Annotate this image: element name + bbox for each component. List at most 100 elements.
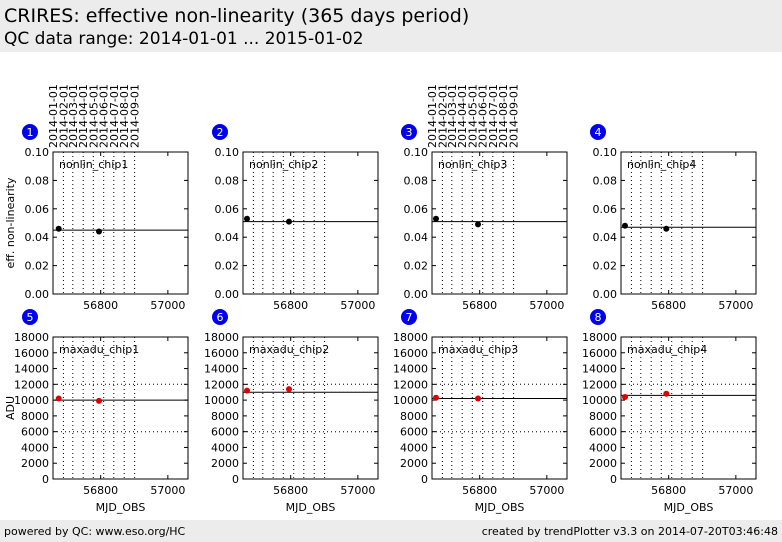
x-tick-label: 57000 (529, 299, 564, 312)
y-tick-label: 18000 (582, 331, 617, 344)
y-tick-label: 18000 (204, 331, 239, 344)
data-point (286, 218, 292, 225)
panel-number: 2 (217, 126, 224, 139)
date-label: 2014-08-01 (497, 84, 510, 148)
y-tick-label: 10000 (582, 394, 617, 407)
x-tick-label: 57000 (529, 484, 564, 497)
y-tick-label: 0.02 (25, 260, 50, 273)
panel-number-badge (22, 309, 38, 325)
y-tick-label: 0.04 (25, 231, 50, 244)
y-tick-label: 6000 (211, 426, 239, 439)
y-tick-label: 12000 (204, 378, 239, 391)
x-tick-label: 56800 (273, 299, 308, 312)
panel-number-badge (401, 124, 417, 140)
y-tick-label: 10000 (14, 394, 49, 407)
date-label: 2014-01-01 (426, 84, 439, 148)
x-tick-label: 56800 (462, 299, 497, 312)
data-point (286, 386, 292, 393)
y-tick-label: 16000 (14, 347, 49, 360)
y-tick-label: 14000 (393, 363, 428, 376)
date-label: 2014-08-01 (118, 84, 131, 148)
x-tick-label: 57000 (718, 484, 753, 497)
y-tick-label: 8000 (21, 410, 49, 423)
x-tick-label: 56800 (83, 299, 118, 312)
y-tick-label: 12000 (14, 378, 49, 391)
y-tick-label: 10000 (393, 394, 428, 407)
y-tick-label: 16000 (393, 347, 428, 360)
y-tick-label: 0.00 (25, 288, 50, 301)
x-tick-label: 57000 (340, 299, 375, 312)
x-tick-label: 57000 (150, 484, 185, 497)
y-tick-label: 2000 (211, 457, 239, 470)
x-axis-label: MJD_OBS (664, 501, 714, 514)
data-point (96, 228, 102, 235)
plot-frame (52, 151, 189, 295)
y-tick-label: 0.06 (404, 203, 429, 216)
y-tick-label: 16000 (582, 347, 617, 360)
panel-number-badge (590, 309, 606, 325)
date-label: 2014-04-01 (456, 84, 469, 148)
panel-number-badge (212, 309, 228, 325)
y-tick-label: 0 (421, 473, 428, 486)
y-tick-label: 8000 (589, 410, 617, 423)
data-point (433, 394, 439, 401)
panel-number-badge (401, 309, 417, 325)
date-label: 2014-07-01 (487, 84, 500, 148)
data-point (55, 225, 62, 232)
footer-powered-by: powered by QC: www.eso.org/HC (4, 525, 186, 538)
panel-label: maxadu_chip1 (59, 343, 139, 356)
y-tick-label: 0.08 (215, 174, 240, 187)
y-tick-label: 6000 (400, 426, 428, 439)
y-tick-label: 4000 (211, 441, 239, 454)
y-tick-label: 0.08 (404, 174, 429, 187)
y-tick-label: 18000 (393, 331, 428, 344)
panel-number-badge (590, 124, 606, 140)
y-tick-label: 0.04 (404, 231, 429, 244)
y-tick-label: 0.00 (593, 288, 618, 301)
y-tick-label: 0.08 (25, 174, 50, 187)
date-label: 2014-09-01 (508, 84, 521, 148)
x-tick-label: 56800 (462, 484, 497, 497)
y-tick-label: 0.10 (25, 146, 50, 159)
data-point (244, 387, 250, 394)
date-label: 2014-06-01 (98, 84, 111, 148)
y-tick-label: 0.06 (215, 203, 240, 216)
data-point (663, 225, 670, 232)
y-tick-label: 6000 (589, 426, 617, 439)
y-tick-label: 0 (610, 473, 617, 486)
y-tick-label: 0.02 (593, 260, 618, 273)
y-tick-label: 0.04 (593, 231, 618, 244)
panel-number: 7 (406, 311, 413, 324)
y-axis-label: ADU (4, 396, 17, 420)
y-tick-label: 16000 (204, 347, 239, 360)
y-tick-label: 0.10 (593, 146, 618, 159)
data-point (55, 395, 62, 402)
y-tick-label: 0.08 (593, 174, 618, 187)
y-tick-label: 0.00 (404, 288, 429, 301)
y-tick-label: 6000 (21, 426, 49, 439)
x-axis-label: MJD_OBS (96, 501, 146, 514)
y-tick-label: 14000 (14, 363, 49, 376)
date-label: 2014-04-01 (77, 84, 90, 148)
date-label: 2014-06-01 (477, 84, 490, 148)
y-tick-label: 2000 (21, 457, 49, 470)
plot-frame (620, 336, 757, 480)
panel-label: nonlin_chip2 (249, 158, 318, 171)
x-tick-label: 57000 (340, 484, 375, 497)
y-tick-label: 0.10 (404, 146, 429, 159)
y-tick-label: 4000 (589, 441, 617, 454)
plot-frame (52, 336, 189, 480)
y-tick-label: 4000 (21, 441, 49, 454)
panel-label: maxadu_chip2 (249, 343, 329, 356)
y-tick-label: 0.02 (215, 260, 240, 273)
footer: powered by QC: www.eso.org/HC created by… (0, 520, 782, 542)
plot-frame (431, 336, 568, 480)
x-tick-label: 56800 (651, 299, 686, 312)
panel-label: nonlin_chip1 (59, 158, 128, 171)
plot-frame (242, 151, 379, 295)
y-tick-label: 0.06 (593, 203, 618, 216)
y-tick-label: 0.10 (215, 146, 240, 159)
x-tick-label: 56800 (83, 484, 118, 497)
date-label: 2014-03-01 (446, 84, 459, 148)
y-tick-label: 0 (42, 473, 49, 486)
